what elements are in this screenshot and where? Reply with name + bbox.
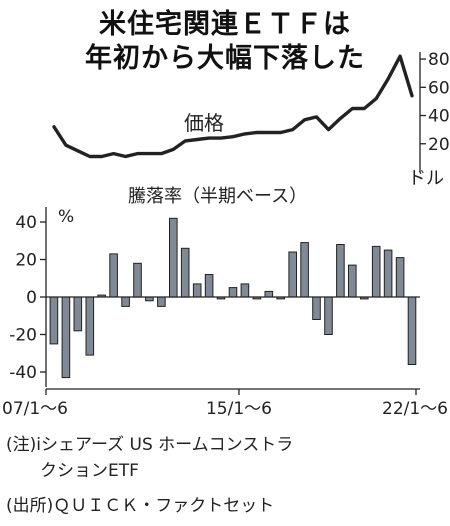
change-rate-title: 騰落率（半期ベース） [128,186,307,207]
change-rate-y-unit: % [58,207,74,227]
source-line: (出所)ＱＵＩＣＫ・ファクトセット [6,496,275,516]
change-rate-bar [192,283,202,298]
change-rate-bar [240,283,250,298]
change-rate-panel: 騰落率（半期ベース） % 40 20 0 -20 -40 07/1〜6 15/1〜6 22/… [2,186,448,419]
change-rate-bar [288,251,297,298]
change-rate-bar [61,296,71,379]
change-rate-y-tick-label: 0 [26,288,37,308]
change-rate-bar [324,296,333,335]
price-y-tick-label: 80 [428,50,450,70]
price-series-label: 価格 [184,111,224,135]
change-rate-bar [371,245,381,298]
change-rate-y-tick-label: -20 [9,326,37,346]
price-y-tick-label: 20 [428,135,450,155]
change-rate-bar [169,217,178,298]
change-rate-bar [109,253,118,298]
change-rate-y-tick-label: 20 [15,251,37,271]
change-rate-bar [407,296,417,365]
price-y-unit: ドル [408,168,444,189]
price-y-tick-label: 60 [428,78,450,98]
x-tick-label: 07/1〜6 [2,399,68,419]
change-rate-bar [312,296,321,320]
change-rate-bar [133,262,142,298]
change-rate-bar [228,287,238,298]
change-rate-bar [264,290,274,298]
change-rate-bar [73,296,83,332]
chart-title-line-2: 年初から大幅下落した [85,43,365,74]
chart-title-line-1: 米住宅関連ＥＴＦは [99,9,351,40]
change-rate-bar [383,249,393,298]
change-rate-bar [121,296,130,307]
change-rate-bar [300,242,309,298]
change-rate-bar [157,296,166,307]
change-rate-bar [336,244,345,298]
change-rate-bar [180,247,190,298]
change-rate-y-tick-label: -40 [9,363,37,383]
note-line-2: クションETF [6,461,139,481]
change-rate-bar [204,274,214,298]
x-tick-label: 15/1〜6 [206,399,272,419]
change-rate-bar [348,264,357,298]
note-line-1: (注)iシェアーズ US ホームコンストラ [6,435,294,455]
x-tick-label: 22/1〜6 [382,399,448,419]
price-panel: 80 60 40 20 ドル 価格 [52,50,450,189]
price-line [52,54,414,159]
price-y-tick-label: 40 [428,107,450,127]
change-rate-bar [395,257,405,298]
change-rate-y-tick-label: 40 [15,213,37,233]
change-rate-bar [85,296,95,356]
change-rate-bar [49,296,59,345]
